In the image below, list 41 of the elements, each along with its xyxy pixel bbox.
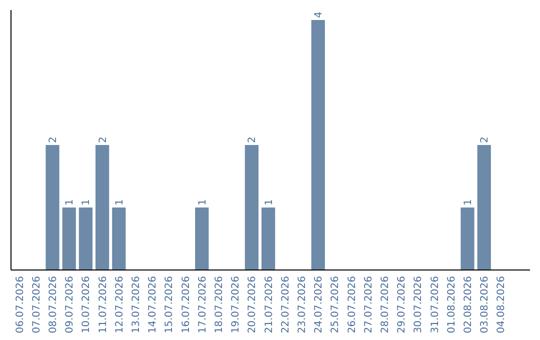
- x-tick-label: 31.07.2026: [430, 276, 441, 334]
- data-label: 1: [114, 199, 126, 206]
- x-tick-label: 23.07.2026: [297, 276, 308, 334]
- data-label: 1: [81, 199, 92, 206]
- data-label: 1: [463, 199, 474, 206]
- x-tick-label: 04.08.2026: [496, 276, 508, 334]
- data-label: 1: [64, 199, 76, 206]
- x-tick-label: 26.07.2026: [346, 276, 358, 334]
- x-tick-label: 08.07.2026: [48, 276, 59, 334]
- x-tick-label: 01.08.2026: [446, 276, 458, 334]
- x-tick-label: 20.07.2026: [247, 276, 258, 334]
- x-tick-label: 02.08.2026: [463, 276, 474, 334]
- data-label: 4: [314, 12, 325, 18]
- data-label: 1: [197, 199, 208, 206]
- x-tick-label: 13.07.2026: [131, 276, 142, 334]
- x-tick-label: 24.07.2026: [314, 276, 325, 334]
- x-tick-label: 12.07.2026: [114, 276, 126, 334]
- x-tick-label: 29.07.2026: [396, 276, 408, 334]
- data-label: 1: [264, 199, 275, 206]
- x-tick-label: 14.07.2026: [148, 276, 159, 334]
- x-tick-label: 07.07.2026: [31, 276, 42, 334]
- x-tick-label: 27.07.2026: [363, 276, 374, 334]
- x-tick-label: 09.07.2026: [64, 276, 76, 334]
- data-label: 2: [98, 136, 109, 143]
- x-tick-label: 19.07.2026: [230, 276, 242, 334]
- x-tick-label: 15.07.2026: [164, 276, 176, 334]
- x-tick-label: 22.07.2026: [280, 276, 292, 334]
- x-tick-label: 18.07.2026: [214, 276, 225, 334]
- x-tick-label: 21.07.2026: [264, 276, 275, 334]
- data-label: 2: [247, 136, 258, 143]
- x-tick-label: 16.07.2026: [180, 276, 192, 334]
- data-label: 2: [480, 136, 491, 143]
- x-tick-label: 25.07.2026: [330, 276, 342, 334]
- x-tick-label: 03.08.2026: [480, 276, 491, 334]
- x-tick-label: 30.07.2026: [413, 276, 424, 334]
- x-tick-label: 10.07.2026: [81, 276, 92, 334]
- x-tick-label: 11.07.2026: [98, 276, 109, 334]
- x-tick-label: 28.07.2026: [380, 276, 391, 334]
- data-label: 2: [48, 136, 59, 143]
- x-tick-label: 17.07.2026: [197, 276, 208, 334]
- x-tick-label: 06.07.2026: [14, 276, 26, 334]
